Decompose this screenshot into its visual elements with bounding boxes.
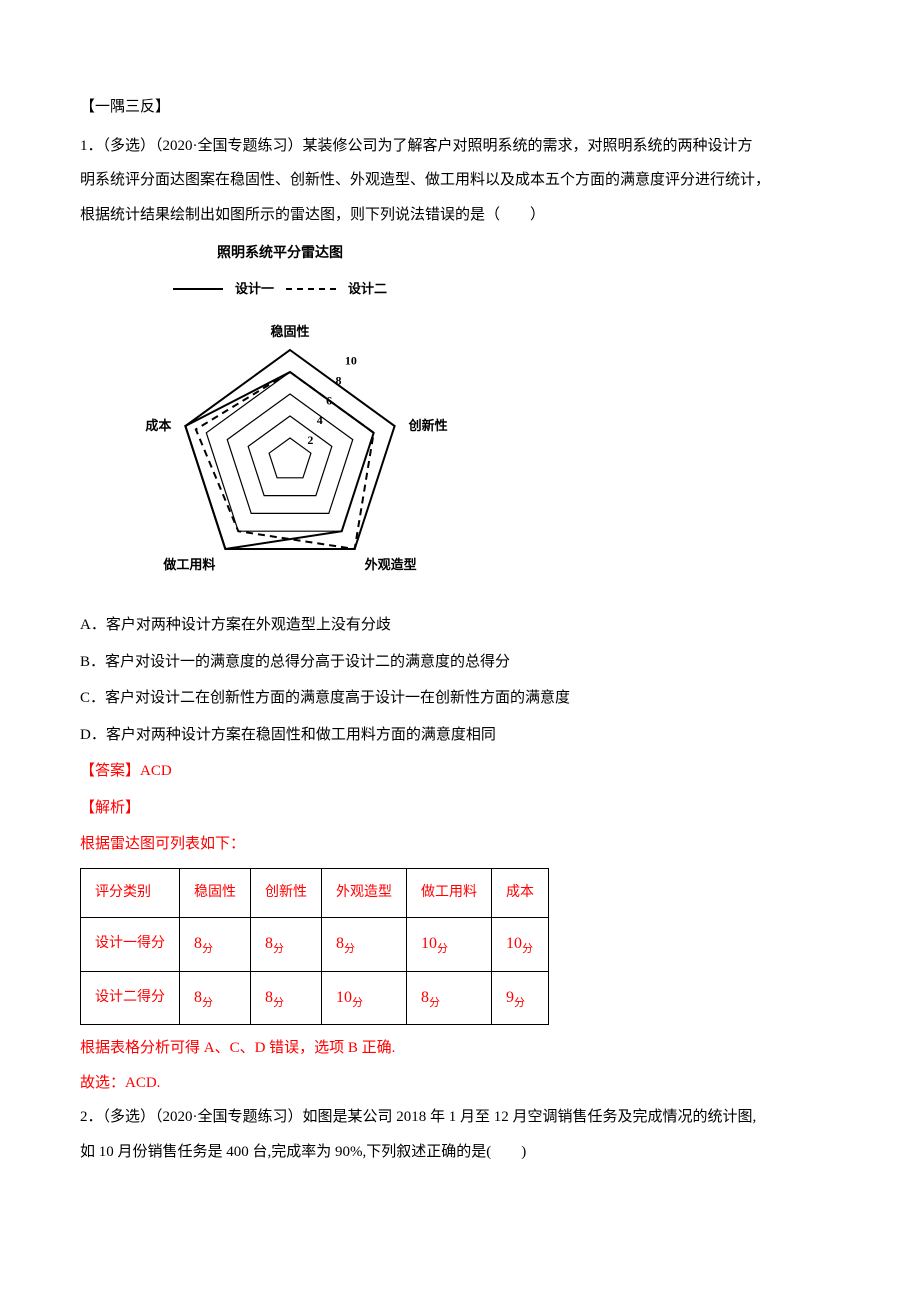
- svg-text:2: 2: [307, 433, 313, 447]
- cell: 8分: [251, 971, 322, 1025]
- explain-text: 根据雷达图可列表如下：: [80, 827, 840, 862]
- svg-text:做工用料: 做工用料: [162, 557, 215, 572]
- svg-text:创新性: 创新性: [408, 418, 448, 433]
- option-b: B．客户对设计一的满意度的总得分高于设计二的满意度的总得分: [80, 645, 840, 680]
- answer-line: 【答案】ACD: [80, 754, 840, 789]
- svg-text:8: 8: [335, 373, 341, 387]
- svg-text:成本: 成本: [145, 418, 171, 433]
- cell: 8分: [407, 971, 492, 1025]
- q1-block: 1．（多选）（2020·全国专题练习）某装修公司为了解客户对照明系统的需求，对照…: [80, 129, 840, 1101]
- row-label: 设计一得分: [81, 917, 180, 971]
- cell: 8分: [322, 917, 407, 971]
- svg-text:4: 4: [317, 413, 323, 427]
- q1-options: A．客户对两种设计方案在外观造型上没有分歧 B．客户对设计一的满意度的总得分高于…: [80, 608, 840, 752]
- svg-text:10: 10: [345, 354, 357, 368]
- legend-b-label: 设计二: [348, 274, 387, 304]
- cell: 9分: [492, 971, 549, 1025]
- q2-stem-line1: 2．（多选）（2020·全国专题练习）如图是某公司 2018 年 1 月至 12…: [80, 1100, 840, 1135]
- option-c: C．客户对设计二在创新性方面的满意度高于设计一在创新性方面的满意度: [80, 681, 840, 716]
- q2-stem-line2: 如 10 月份销售任务是 400 台,完成率为 90%,下列叙述正确的是( ): [80, 1135, 840, 1170]
- radar-svg: 246810稳固性创新性外观造型做工用料成本: [115, 310, 475, 600]
- th: 创新性: [251, 868, 322, 917]
- final-answer: 故选：ACD.: [80, 1066, 840, 1101]
- section-header: 【一隅三反】: [80, 90, 840, 125]
- option-a: A．客户对两种设计方案在外观造型上没有分歧: [80, 608, 840, 643]
- legend-solid-line: [173, 288, 223, 290]
- cell: 10分: [492, 917, 549, 971]
- cell: 8分: [180, 917, 251, 971]
- explain-label: 【解析】: [80, 791, 840, 826]
- table-row: 评分类别 稳固性 创新性 外观造型 做工用料 成本: [81, 868, 549, 917]
- q2-block: 2．（多选）（2020·全国专题练习）如图是某公司 2018 年 1 月至 12…: [80, 1100, 840, 1169]
- q1-stem-line1: 1．（多选）（2020·全国专题练习）某装修公司为了解客户对照明系统的需求，对照…: [80, 129, 840, 164]
- th: 外观造型: [322, 868, 407, 917]
- table-row: 设计一得分 8分 8分 8分 10分 10分: [81, 917, 549, 971]
- q1-stem-line2: 明系统评分面达图案在稳固性、创新性、外观造型、做工用料以及成本五个方面的满意度评…: [80, 163, 840, 198]
- radar-chart: 照明系统平分雷达图 设计一 设计二 246810稳固性创新性外观造型做工用料成本: [115, 238, 840, 600]
- cell: 10分: [322, 971, 407, 1025]
- th: 做工用料: [407, 868, 492, 917]
- cell: 8分: [180, 971, 251, 1025]
- cell: 8分: [251, 917, 322, 971]
- chart-title: 照明系统平分雷达图: [115, 238, 445, 270]
- th: 成本: [492, 868, 549, 917]
- option-d: D．客户对两种设计方案在稳固性和做工用料方面的满意度相同: [80, 718, 840, 753]
- legend-dashed-line: [286, 288, 336, 290]
- th-category: 评分类别: [81, 868, 180, 917]
- conclusion: 根据表格分析可得 A、C、D 错误，选项 B 正确.: [80, 1031, 840, 1066]
- row-label: 设计二得分: [81, 971, 180, 1025]
- svg-text:稳固性: 稳固性: [270, 324, 309, 339]
- chart-legend: 设计一 设计二: [115, 274, 445, 304]
- cell: 10分: [407, 917, 492, 971]
- svg-text:外观造型: 外观造型: [364, 557, 417, 572]
- table-row: 设计二得分 8分 8分 10分 8分 9分: [81, 971, 549, 1025]
- q1-stem-line3: 根据统计结果绘制出如图所示的雷达图，则下列说法错误的是（ ）: [80, 198, 840, 233]
- legend-a-label: 设计一: [235, 274, 274, 304]
- score-table: 评分类别 稳固性 创新性 外观造型 做工用料 成本 设计一得分 8分 8分 8分…: [80, 868, 549, 1026]
- th: 稳固性: [180, 868, 251, 917]
